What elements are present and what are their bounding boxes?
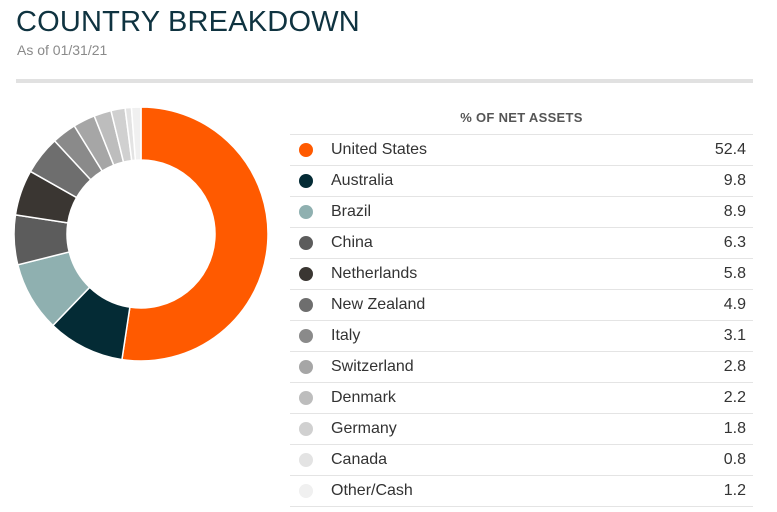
as-of-date: As of 01/31/21 <box>17 42 108 58</box>
table-row-canada: Canada 0.8 <box>290 445 753 476</box>
country-name-switzerland: Switzerland <box>331 358 414 375</box>
country-value-other-cash: 1.2 <box>723 482 746 499</box>
country-name-united-states: United States <box>331 141 428 158</box>
legend-dot-italy <box>299 329 313 343</box>
table-row-united-states: United States 52.4 <box>290 135 753 166</box>
legend-dot-other-cash <box>299 484 313 498</box>
country-value-china: 6.3 <box>723 234 746 251</box>
country-value-netherlands: 5.8 <box>723 265 746 282</box>
country-name-brazil: Brazil <box>331 203 372 220</box>
table-row-brazil: Brazil 8.9 <box>290 197 753 228</box>
country-name-denmark: Denmark <box>331 389 396 406</box>
legend-dot-china <box>299 236 313 250</box>
country-value-australia: 9.8 <box>723 172 746 189</box>
table-row-netherlands: Netherlands 5.8 <box>290 259 753 290</box>
legend-dot-switzerland <box>299 360 313 374</box>
donut-slice-other-cash <box>130 107 142 162</box>
table-row-other-cash: Other/Cash 1.2 <box>290 476 753 507</box>
donut-slice-united-states <box>121 107 268 361</box>
country-value-new-zealand: 4.9 <box>723 296 746 313</box>
table-row-denmark: Denmark 2.2 <box>290 383 753 414</box>
country-value-brazil: 8.9 <box>723 203 746 220</box>
country-name-china: China <box>331 234 373 251</box>
country-name-netherlands: Netherlands <box>331 265 418 282</box>
table-row-china: China 6.3 <box>290 228 753 259</box>
legend-dot-brazil <box>299 205 313 219</box>
column-header: % OF NET ASSETS <box>290 101 753 135</box>
country-name-italy: Italy <box>331 327 361 344</box>
country-value-germany: 1.8 <box>723 420 746 437</box>
country-value-united-states: 52.4 <box>714 141 746 158</box>
country-value-denmark: 2.2 <box>723 389 746 406</box>
table-row-switzerland: Switzerland 2.8 <box>290 352 753 383</box>
table-row-new-zealand: New Zealand 4.9 <box>290 290 753 321</box>
legend-dot-canada <box>299 453 313 467</box>
country-value-canada: 0.8 <box>723 451 746 468</box>
country-name-new-zealand: New Zealand <box>331 296 426 313</box>
country-name-canada: Canada <box>331 451 388 468</box>
legend-dot-denmark <box>299 391 313 405</box>
table-row-germany: Germany 1.8 <box>290 414 753 445</box>
country-name-other-cash: Other/Cash <box>331 482 413 499</box>
legend-dot-netherlands <box>299 267 313 281</box>
legend-dot-united-states <box>299 143 313 157</box>
header-divider <box>16 79 753 83</box>
legend-dot-new-zealand <box>299 298 313 312</box>
country-value-italy: 3.1 <box>723 327 746 344</box>
page-title: COUNTRY BREAKDOWN <box>16 6 360 38</box>
country-name-germany: Germany <box>331 420 397 437</box>
country-value-switzerland: 2.8 <box>723 358 746 375</box>
legend-dot-australia <box>299 174 313 188</box>
table-row-australia: Australia 9.8 <box>290 166 753 197</box>
table-row-italy: Italy 3.1 <box>290 321 753 352</box>
country-name-australia: Australia <box>331 172 394 189</box>
country-table: % OF NET ASSETS United States 52.4 Austral… <box>290 101 753 507</box>
donut-chart <box>14 107 268 361</box>
legend-dot-germany <box>299 422 313 436</box>
table-rows: United States 52.4 Australia 9.8 Brazil 8.9 Ch… <box>290 135 753 507</box>
